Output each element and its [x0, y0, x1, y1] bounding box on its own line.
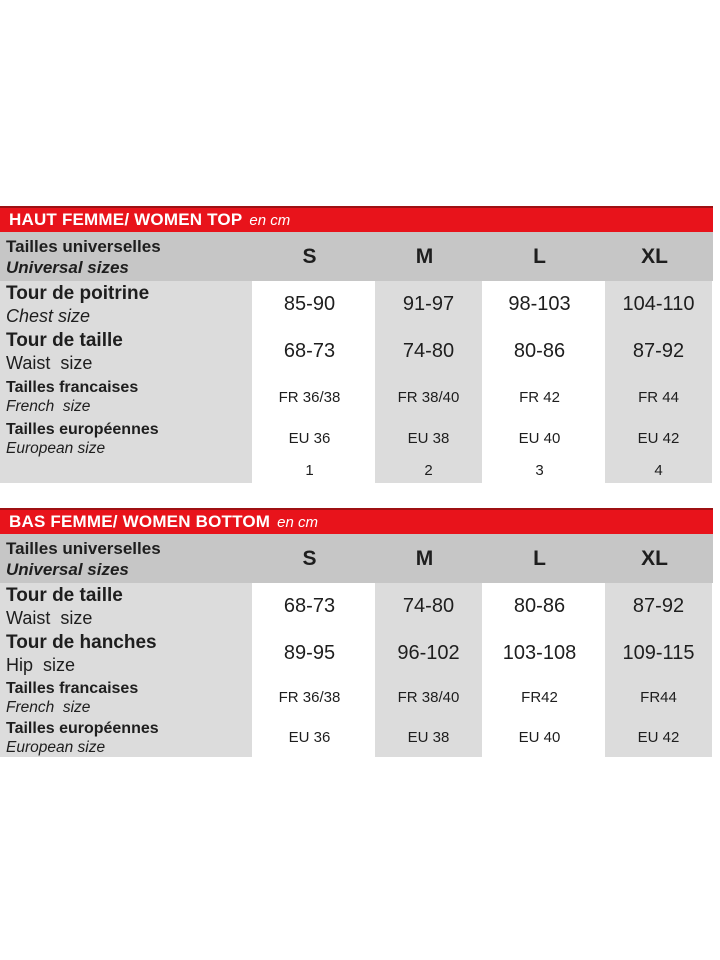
row-label-cell: Tailles européennes European size — [0, 419, 252, 458]
row-label-cell: Tour de hanches Hip size — [0, 630, 252, 677]
table-row-french-size: Tailles francaises French size FR 36/38 … — [0, 375, 713, 419]
size-value-cell: 98-103 — [482, 281, 597, 328]
row-label-fr: Tour de poitrine — [6, 282, 150, 304]
table-title: HAUT FEMME/ WOMEN TOP — [9, 210, 243, 229]
size-value-cell: 91-97 — [367, 281, 482, 328]
table-unit-label: en cm — [249, 211, 291, 229]
size-value-cell: 3 — [482, 458, 597, 483]
size-columns-header-row: Tailles universelles Universal sizes S M… — [0, 534, 713, 583]
table-row-european-size: Tailles européennes European size EU 36 … — [0, 419, 713, 458]
row-label-cell: Tour de taille Waist size — [0, 583, 252, 630]
size-value-cell: EU 40 — [482, 419, 597, 458]
column-header-xl: XL — [641, 244, 668, 268]
column-header-m: M — [415, 244, 434, 268]
table-row-waist: Tour de taille Waist size 68-73 74-80 80… — [0, 328, 713, 375]
size-value-cell: FR 36/38 — [252, 375, 367, 419]
universal-sizes-label-cell: Tailles universelles Universal sizes — [0, 232, 252, 281]
size-value-cell: 80-86 — [482, 583, 597, 630]
table-title: BAS FEMME/ WOMEN BOTTOM — [9, 512, 271, 531]
size-value-cell: 87-92 — [597, 328, 712, 375]
size-value-cell: 85-90 — [252, 281, 367, 328]
size-value-cell: FR 38/40 — [367, 375, 482, 419]
women-bottom-header-bar: BAS FEMME/ WOMEN BOTTOM en cm — [0, 508, 713, 534]
row-label-en: Hip size — [6, 654, 76, 675]
row-label-fr: Tailles européennes — [6, 420, 159, 438]
size-value-cell: 109-115 — [597, 630, 712, 677]
row-label-fr: Tour de taille — [6, 584, 123, 606]
column-header-s: S — [302, 546, 317, 570]
row-label-cell: Tour de taille Waist size — [0, 328, 252, 375]
size-value-cell: EU 40 — [482, 718, 597, 757]
row-label-cell: Tailles francaises French size — [0, 375, 252, 419]
size-value-cell: 74-80 — [367, 583, 482, 630]
column-header-l: L — [533, 546, 546, 570]
row-label-cell: Tour de poitrine Chest size — [0, 281, 252, 328]
size-value-cell: FR 36/38 — [252, 677, 367, 718]
row-label-en: Chest size — [6, 305, 91, 326]
table-row-size-index: 1 2 3 4 — [0, 458, 713, 483]
size-value-cell: EU 42 — [597, 718, 712, 757]
size-value-cell: 2 — [367, 458, 482, 483]
size-value-cell: 1 — [252, 458, 367, 483]
size-columns-header-row: Tailles universelles Universal sizes S M… — [0, 232, 713, 281]
row-label-fr: Tailles francaises — [6, 379, 139, 396]
size-value-cell: 104-110 — [597, 281, 712, 328]
table-row-hip: Tour de hanches Hip size 89-95 96-102 10… — [0, 630, 713, 677]
column-header-l: L — [533, 244, 546, 268]
size-value-cell: FR 38/40 — [367, 677, 482, 718]
row-label-fr: Tour de hanches — [6, 631, 157, 653]
universal-sizes-label-en: Universal sizes — [6, 257, 129, 277]
size-value-cell: EU 36 — [252, 419, 367, 458]
row-label-en: European size — [6, 439, 106, 457]
size-value-cell: FR 44 — [597, 375, 712, 419]
row-label-en: French size — [6, 398, 91, 415]
women-top-size-table: HAUT FEMME/ WOMEN TOP en cm Tailles univ… — [0, 206, 713, 483]
row-label-cell: Tailles européennes European size — [0, 718, 252, 757]
size-value-cell: 4 — [597, 458, 712, 483]
row-label-en: Waist size — [6, 607, 93, 628]
universal-sizes-label-fr: Tailles universelles — [6, 538, 161, 558]
size-value-cell: 103-108 — [482, 630, 597, 677]
row-label-en: Waist size — [6, 352, 93, 373]
size-value-cell: FR 42 — [482, 375, 597, 419]
size-value-cell: 89-95 — [252, 630, 367, 677]
row-label-cell — [0, 458, 252, 483]
size-value-cell: FR44 — [597, 677, 712, 718]
table-row-chest: Tour de poitrine Chest size 85-90 91-97 … — [0, 281, 713, 328]
row-label-en: French size — [6, 698, 91, 716]
size-value-cell: 80-86 — [482, 328, 597, 375]
row-label-fr: Tailles francaises — [6, 679, 139, 697]
size-value-cell: 74-80 — [367, 328, 482, 375]
size-value-cell: EU 36 — [252, 718, 367, 757]
universal-sizes-label-en: Universal sizes — [6, 559, 129, 579]
table-row-french-size: Tailles francaises French size FR 36/38 … — [0, 677, 713, 718]
row-label-cell: Tailles francaises French size — [0, 677, 252, 718]
row-label-fr: Tour de taille — [6, 329, 123, 351]
column-header-m: M — [415, 546, 434, 570]
size-value-cell: 68-73 — [252, 583, 367, 630]
women-bottom-size-table: BAS FEMME/ WOMEN BOTTOM en cm Tailles un… — [0, 508, 713, 757]
table-row-waist: Tour de taille Waist size 68-73 74-80 80… — [0, 583, 713, 630]
size-value-cell: 68-73 — [252, 328, 367, 375]
size-value-cell: EU 42 — [597, 419, 712, 458]
size-value-cell: EU 38 — [367, 419, 482, 458]
size-value-cell: FR42 — [482, 677, 597, 718]
table-unit-label: en cm — [277, 513, 319, 531]
row-label-fr: Tailles européennes — [6, 719, 159, 737]
row-label-en: European size — [6, 738, 106, 756]
size-value-cell: 87-92 — [597, 583, 712, 630]
column-header-s: S — [302, 244, 317, 268]
column-header-xl: XL — [641, 546, 668, 570]
universal-sizes-label-cell: Tailles universelles Universal sizes — [0, 534, 252, 583]
table-row-european-size: Tailles européennes European size EU 36 … — [0, 718, 713, 757]
size-value-cell: EU 38 — [367, 718, 482, 757]
universal-sizes-label-fr: Tailles universelles — [6, 236, 161, 256]
size-value-cell: 96-102 — [367, 630, 482, 677]
women-top-header-bar: HAUT FEMME/ WOMEN TOP en cm — [0, 206, 713, 232]
